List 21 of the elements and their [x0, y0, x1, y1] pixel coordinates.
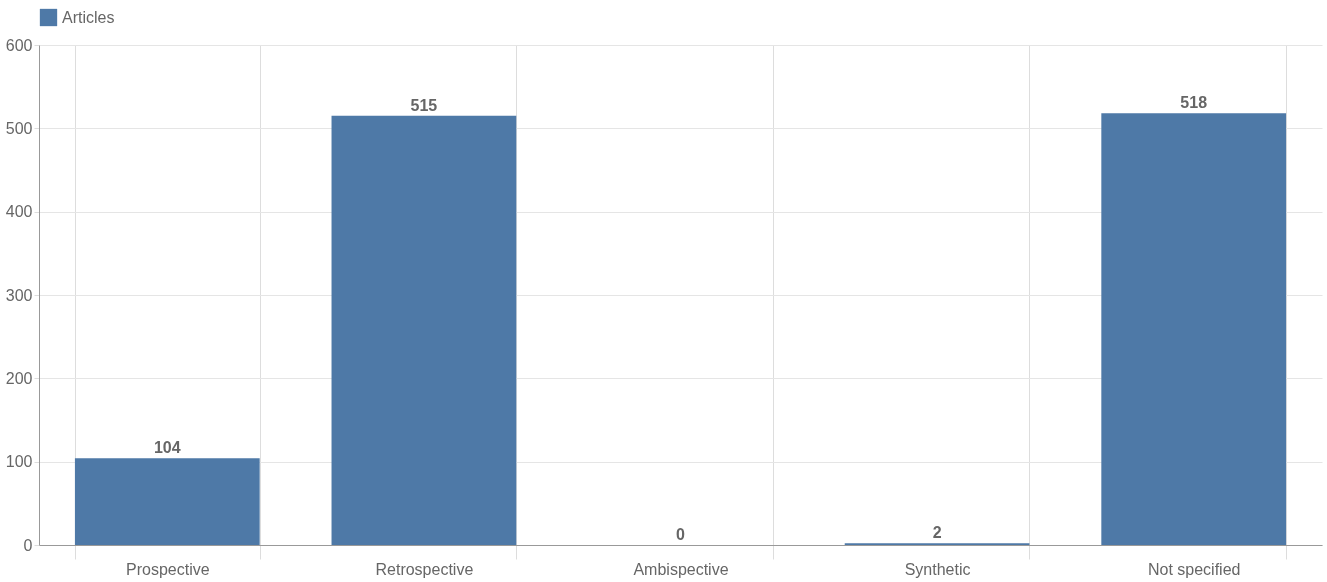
legend-label: Articles [62, 8, 115, 26]
x-tick-label: Ambispective [633, 560, 729, 578]
data-label: 2 [932, 524, 942, 542]
y-tick-label: 600 [5, 36, 33, 54]
y-tick-label: 400 [5, 203, 33, 221]
x-tick-label: Retrospective [375, 560, 474, 578]
y-tick-label: 500 [5, 119, 33, 137]
data-label: 515 [410, 96, 438, 114]
data-label: 518 [1180, 94, 1208, 112]
y-tick-label: 100 [5, 453, 33, 471]
bar [74, 458, 260, 545]
x-tick-label: Synthetic [904, 560, 971, 578]
data-label: 0 [676, 526, 686, 543]
data-label: 104 [153, 439, 181, 457]
y-tick-label: 200 [5, 369, 33, 387]
y-tick-label: 300 [5, 286, 33, 304]
x-tick-label: Not specified [1147, 560, 1241, 578]
bar [331, 115, 517, 545]
y-tick-label: 0 [23, 536, 33, 554]
bar [1101, 113, 1287, 545]
x-tick-label: Prospective [126, 560, 210, 578]
